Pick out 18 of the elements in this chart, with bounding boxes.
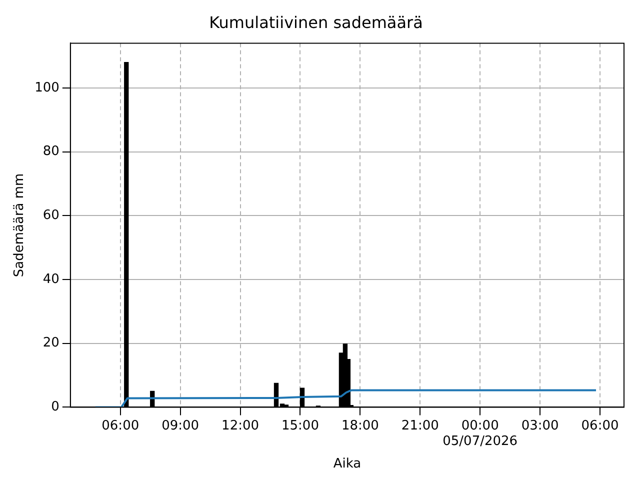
y-tick-label: 20 [42, 336, 60, 351]
x-tick-label: 15:00 [282, 418, 319, 434]
x-tick-label: 09:00 [162, 418, 200, 434]
y-tick-label: 40 [42, 272, 60, 287]
y-axis-title: Sademäärä mm [12, 173, 28, 278]
y-tick-label: 100 [34, 80, 60, 96]
x-tick-label: 06:00 [102, 418, 140, 434]
chart-title: Kumulatiivinen sademäärä [209, 12, 423, 32]
y-tick-label: 0 [51, 400, 60, 415]
x-tick-label: 03:00 [521, 418, 559, 434]
y-tick-label: 80 [42, 144, 60, 160]
y-tick-label: 60 [42, 208, 60, 223]
x-tick-label: 18:00 [341, 418, 379, 434]
x-tick-label: 06:00 [581, 418, 619, 434]
x-tick-label: 21:00 [401, 418, 439, 434]
x-tick-label: 12:00 [222, 418, 260, 434]
x-axis-title: Aika [333, 456, 362, 472]
x-tick-label: 00:00 05/07/2026 [442, 418, 518, 449]
